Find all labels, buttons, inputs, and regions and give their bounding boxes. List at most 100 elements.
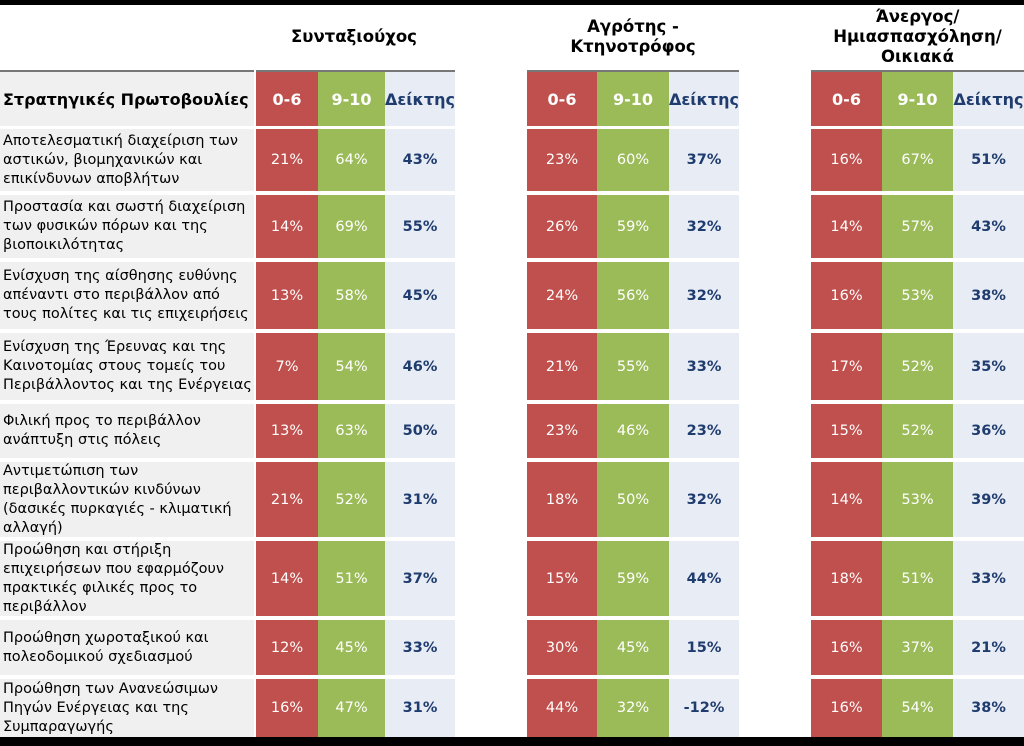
row-label: Προστασία και σωστή διαχείριση των φυσικ… (0, 193, 254, 258)
value-high: 55% (597, 331, 669, 400)
value-high: 59% (597, 193, 669, 258)
value-index: 38% (953, 260, 1024, 329)
group-title-pensioner: Συνταξιούχος (291, 27, 417, 46)
value-high: 50% (597, 460, 669, 537)
value-high: 32% (597, 677, 669, 737)
value-high: 58% (318, 260, 385, 329)
value-low: 15% (527, 539, 597, 616)
value-high: 59% (597, 539, 669, 616)
row-label: Ενίσχυση της Έρευνας και της Καινοτομίας… (0, 331, 254, 400)
value-low: 13% (256, 402, 318, 458)
value-index: 50% (385, 402, 455, 458)
value-low: 14% (256, 193, 318, 258)
value-low: 16% (811, 127, 882, 191)
value-index: 33% (953, 539, 1024, 616)
value-high: 47% (318, 677, 385, 737)
header-index: Δείκτης (669, 70, 739, 126)
value-index: 51% (953, 127, 1024, 191)
value-low: 15% (811, 402, 882, 458)
value-index: 44% (669, 539, 739, 616)
table-row: Αποτελεσματική διαχείριση των αστικών, β… (0, 127, 1024, 191)
value-low: 14% (811, 460, 882, 537)
row-label: Προώθηση και στήριξη επιχειρήσεων που εφ… (0, 539, 254, 616)
table-row: Προώθηση χωροταξικού και πολεοδομικού σχ… (0, 618, 1024, 675)
value-high: 56% (597, 260, 669, 329)
value-index: 33% (669, 331, 739, 400)
value-high: 52% (882, 402, 953, 458)
value-low: 14% (256, 539, 318, 616)
value-index: 43% (385, 127, 455, 191)
header-index: Δείκτης (953, 70, 1024, 126)
table-row: Ενίσχυση της αίσθησης ευθύνης απέναντι σ… (0, 260, 1024, 329)
value-low: 16% (811, 677, 882, 737)
value-index: 32% (669, 193, 739, 258)
value-index: 32% (669, 460, 739, 537)
value-high: 45% (597, 618, 669, 675)
value-high: 54% (882, 677, 953, 737)
value-low: 24% (527, 260, 597, 329)
value-low: 16% (811, 618, 882, 675)
value-index: 15% (669, 618, 739, 675)
top-border (0, 0, 1024, 5)
value-high: 67% (882, 127, 953, 191)
row-label: Προώθηση των Ανανεώσιμων Πηγών Ενέργειας… (0, 677, 254, 737)
value-low: 16% (811, 260, 882, 329)
value-low: 23% (527, 402, 597, 458)
value-low: 7% (256, 331, 318, 400)
header-high: 9-10 (318, 70, 385, 126)
value-low: 44% (527, 677, 597, 737)
value-high: 46% (597, 402, 669, 458)
header-low: 0-6 (256, 70, 318, 126)
table-row: Προώθηση και στήριξη επιχειρήσεων που εφ… (0, 539, 1024, 616)
value-high: 60% (597, 127, 669, 191)
row-label: Ενίσχυση της αίσθησης ευθύνης απέναντι σ… (0, 260, 254, 329)
value-low: 14% (811, 193, 882, 258)
value-index: 35% (953, 331, 1024, 400)
bottom-border (0, 737, 1024, 746)
value-low: 21% (256, 127, 318, 191)
header-low: 0-6 (811, 70, 882, 126)
value-index: 31% (385, 460, 455, 537)
value-high: 57% (882, 193, 953, 258)
value-index: 36% (953, 402, 1024, 458)
row-label: Αποτελεσματική διαχείριση των αστικών, β… (0, 127, 254, 191)
value-high: 45% (318, 618, 385, 675)
value-index: 43% (953, 193, 1024, 258)
value-high: 54% (318, 331, 385, 400)
header-high: 9-10 (597, 70, 669, 126)
value-low: 12% (256, 618, 318, 675)
value-index: 37% (669, 127, 739, 191)
value-high: 51% (318, 539, 385, 616)
value-low: 13% (256, 260, 318, 329)
table-row: Φιλική προς το περιβάλλον ανάπτυξη στις … (0, 402, 1024, 458)
value-low: 18% (527, 460, 597, 537)
table-row: Ενίσχυση της Έρευνας και της Καινοτομίας… (0, 331, 1024, 400)
table-row: Αντιμετώπιση των περιβαλλοντικών κινδύνω… (0, 460, 1024, 537)
value-low: 26% (527, 193, 597, 258)
value-index: 23% (669, 402, 739, 458)
value-low: 21% (256, 460, 318, 537)
value-index: 21% (953, 618, 1024, 675)
table-row: Προστασία και σωστή διαχείριση των φυσικ… (0, 193, 1024, 258)
value-high: 53% (882, 460, 953, 537)
value-low: 21% (527, 331, 597, 400)
header-index: Δείκτης (385, 70, 455, 126)
value-index: 45% (385, 260, 455, 329)
row-label: Αντιμετώπιση των περιβαλλοντικών κινδύνω… (0, 460, 254, 537)
value-index: 46% (385, 331, 455, 400)
header-row: Στρατηγικές Πρωτοβουλίες 0-6 9-10 Δείκτη… (0, 70, 1024, 126)
value-index: -12% (669, 677, 739, 737)
value-index: 55% (385, 193, 455, 258)
header-low: 0-6 (527, 70, 597, 126)
value-high: 51% (882, 539, 953, 616)
value-low: 17% (811, 331, 882, 400)
value-high: 69% (318, 193, 385, 258)
value-index: 39% (953, 460, 1024, 537)
table-row: Προώθηση των Ανανεώσιμων Πηγών Ενέργειας… (0, 677, 1024, 737)
header-row-label: Στρατηγικές Πρωτοβουλίες (0, 70, 254, 126)
header-high: 9-10 (882, 70, 953, 126)
value-low: 16% (256, 677, 318, 737)
row-label: Προώθηση χωροταξικού και πολεοδομικού σχ… (0, 618, 254, 675)
group-title-farmer: Αγρότης - Κτηνοτρόφος (570, 17, 696, 56)
value-index: 32% (669, 260, 739, 329)
